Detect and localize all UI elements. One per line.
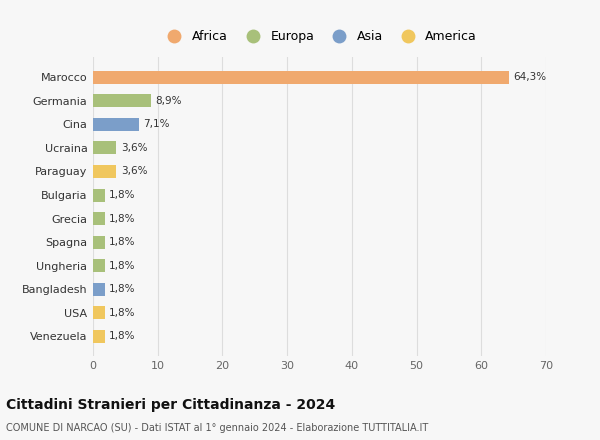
Text: 8,9%: 8,9% [155,96,182,106]
Text: COMUNE DI NARCAO (SU) - Dati ISTAT al 1° gennaio 2024 - Elaborazione TUTTITALIA.: COMUNE DI NARCAO (SU) - Dati ISTAT al 1°… [6,423,428,433]
Bar [93,283,104,296]
Text: 1,8%: 1,8% [109,308,136,318]
Legend: Africa, Europa, Asia, America: Africa, Europa, Asia, America [160,28,479,46]
Bar [93,212,104,225]
Text: 3,6%: 3,6% [121,166,148,176]
Text: 1,8%: 1,8% [109,237,136,247]
Bar [93,259,104,272]
Bar [93,94,151,107]
Text: 1,8%: 1,8% [109,190,136,200]
Text: 64,3%: 64,3% [514,72,547,82]
Bar [93,141,116,154]
Text: 1,8%: 1,8% [109,331,136,341]
Text: Cittadini Stranieri per Cittadinanza - 2024: Cittadini Stranieri per Cittadinanza - 2… [6,398,335,412]
Text: 1,8%: 1,8% [109,213,136,224]
Bar [93,330,104,343]
Text: 7,1%: 7,1% [143,119,170,129]
Bar [93,71,509,84]
Text: 1,8%: 1,8% [109,284,136,294]
Bar [93,236,104,249]
Text: 3,6%: 3,6% [121,143,148,153]
Bar [93,165,116,178]
Bar [93,189,104,202]
Bar [93,306,104,319]
Bar [93,118,139,131]
Text: 1,8%: 1,8% [109,260,136,271]
